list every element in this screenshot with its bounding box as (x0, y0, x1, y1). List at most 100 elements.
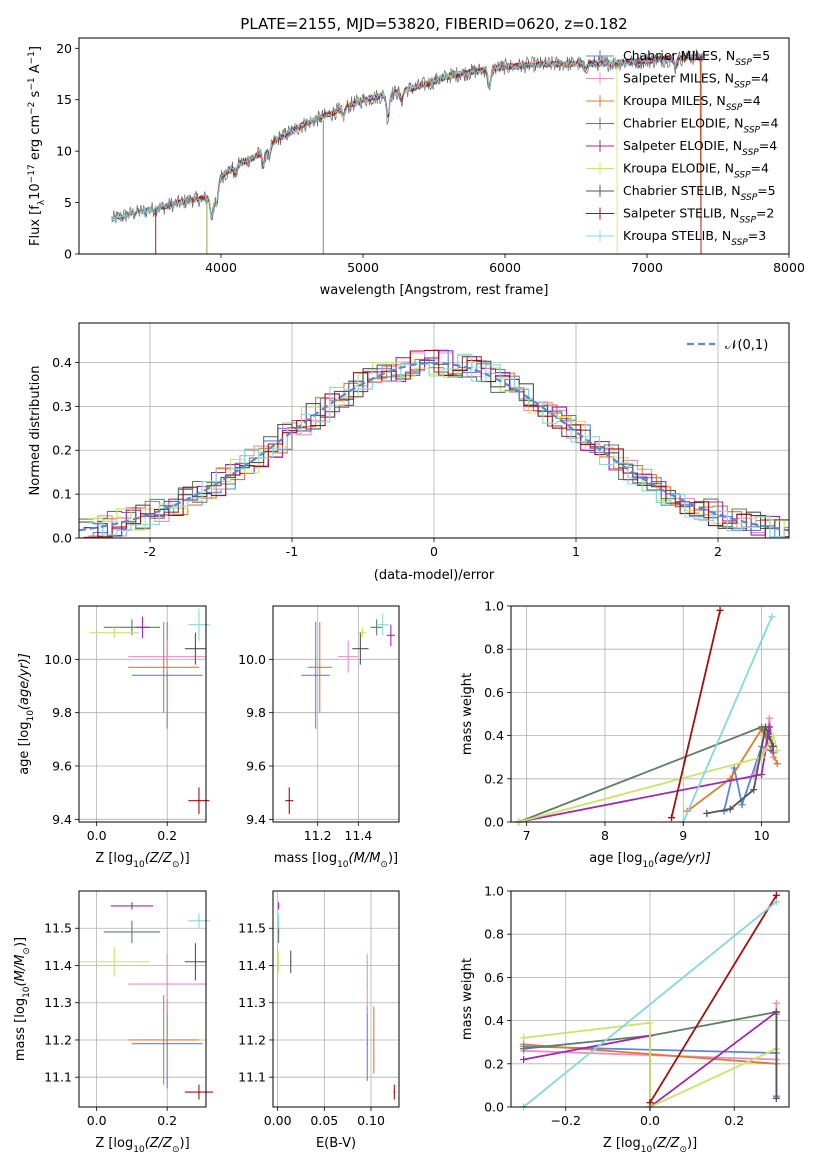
normal-distribution-curve (78, 361, 790, 532)
y-axis-label: mass weight (460, 958, 475, 1040)
mass-vs-metallicity-panel: 0.0 0.2 11.1 11.2 11.3 11.4 11.5 Z [log10(Z/Z⊙)… (13, 890, 214, 1155)
mass-weight-marker (765, 714, 773, 722)
residual-histogram-line (88, 353, 789, 539)
mass-weight-marker (769, 742, 777, 750)
residual-histogram-line (88, 355, 789, 539)
mass-weight-marker (520, 1045, 528, 1053)
data-point (277, 931, 280, 933)
mass-weight-marker (772, 1008, 780, 1016)
y-tick-label: 11.3 (44, 995, 72, 1010)
y-tick-label: 11.2 (238, 1032, 266, 1047)
x-axis-label: age [log10(age/yr)] (589, 851, 711, 870)
axes-frame (78, 890, 207, 1108)
mass-weight-line (682, 616, 773, 823)
residual-histogram-line (79, 356, 789, 537)
axes-frame (78, 37, 790, 255)
ticks: 7 8 9 10 0.0 0.2 0.4 0.6 0.8 1.0 (484, 599, 769, 844)
mass-weight-line (523, 901, 777, 1108)
x-tick-label: 7000 (631, 260, 663, 275)
y-tick-label: 0.8 (484, 642, 504, 657)
y-tick-label: 10.0 (44, 652, 72, 667)
ticks: 11.2 11.4 9.4 9.6 9.8 10.0 (238, 652, 372, 843)
y-tick-label: 9.4 (52, 812, 72, 827)
mass-weight-line (706, 723, 775, 815)
data-point (373, 1039, 375, 1041)
y-tick-label: 0.4 (484, 1013, 504, 1028)
y-tick-label: 11.2 (44, 1032, 72, 1047)
mass-weight-marker (520, 1055, 528, 1063)
legend-entry: Chabrier STELIB, NSSP=5 (623, 183, 776, 203)
mass-weight-line (670, 610, 721, 818)
y-tick-label: 11.4 (44, 958, 72, 973)
legend-entry: Kroupa ELODIE, NSSP=4 (623, 161, 769, 181)
data-point (131, 626, 133, 629)
age-vs-metallicity-panel: 0.0 0.2 9.4 9.6 9.8 10.0 Z [log10(Z/Z⊙)] age [l… (17, 605, 210, 870)
x-axis-label: E(B-V) (316, 1136, 356, 1151)
mass-weight-vs-age-panel: 7 8 9 10 0.0 0.2 0.4 0.6 0.8 1.0 age [log10(age/yr… (460, 599, 790, 870)
x-tick-label: 0.2 (157, 828, 177, 843)
y-tick-label: 11.5 (238, 921, 266, 936)
y-axis-label: age [log10(age/yr)] (17, 653, 36, 775)
mass-weight-marker (772, 1094, 780, 1102)
grid (79, 891, 206, 1107)
figure-title: PLATE=2155, MJD=53820, FIBERID=0620, z=0… (240, 15, 627, 33)
y-tick-label: 0.0 (484, 815, 504, 830)
x-tick-label: 0.0 (87, 1113, 107, 1128)
x-tick-label: 8 (601, 828, 609, 843)
ticks: -2 -1 0 1 2 0.0 0.1 0.2 0.3 0.4 (52, 355, 722, 559)
x-tick-label: -2 (144, 544, 156, 559)
plot-area (277, 902, 396, 1100)
mass-weight-marker (646, 1099, 654, 1107)
plot-area (89, 608, 210, 814)
y-tick-label: 9.4 (246, 812, 266, 827)
plot-area (285, 614, 395, 814)
y-tick-label: 0.1 (52, 487, 72, 502)
data-point (113, 960, 116, 963)
plot-area (78, 349, 790, 539)
data-point (277, 905, 280, 907)
mass-weight-marker (716, 606, 724, 614)
data-point (194, 647, 197, 650)
y-axis-label: mass weight (460, 673, 475, 755)
x-tick-label: 0.2 (157, 1113, 177, 1128)
legend-entry: 𝒩(0,1) (725, 338, 768, 353)
axes-frame (272, 890, 400, 1108)
x-tick-label: 0.10 (357, 1113, 385, 1128)
legend-entry: Salpeter MILES, NSSP=4 (623, 71, 769, 91)
y-tick-label: 9.6 (246, 759, 266, 774)
mass-weight-marker (520, 1034, 528, 1042)
plot-area (79, 902, 214, 1100)
data-point (366, 1042, 369, 1045)
mass-weight-vs-metallicity-panel: −0.2 0.0 0.2 0.0 0.2 0.4 0.6 0.8 1.0 Z [log10(Z/Z… (460, 884, 790, 1155)
y-tick-label: 0.2 (484, 771, 504, 786)
mass-weight-marker (768, 613, 776, 621)
model-spectrum-line (155, 52, 702, 254)
mass-weight-marker (758, 770, 766, 778)
y-tick-label: 9.6 (52, 759, 72, 774)
mass-weight-marker (769, 732, 777, 740)
legend-entry: Kroupa STELIB, NSSP=3 (623, 228, 766, 248)
grid (273, 606, 399, 822)
legend-entry: Salpeter ELODIE, NSSP=4 (623, 138, 777, 158)
axes-frame (510, 605, 790, 823)
x-axis-label: mass [log10(M/M⊙)] (274, 851, 398, 870)
x-axis-label: (data-model)/error (374, 568, 495, 583)
data-point (375, 626, 378, 629)
mass-weight-marker (750, 786, 758, 794)
axes-frame (78, 605, 207, 823)
x-tick-label: 11.2 (304, 828, 332, 843)
data-point (359, 647, 362, 650)
mass-weight-marker (773, 760, 781, 768)
legend-entry: Chabrier MILES, NSSP=5 (623, 48, 770, 68)
mass-weight-marker (773, 747, 781, 755)
x-tick-label: 0 (430, 544, 438, 559)
data-point (166, 983, 168, 985)
legend-entry: Kroupa MILES, NSSP=4 (623, 93, 761, 113)
data-point (194, 960, 197, 963)
residual-histogram-line (83, 349, 789, 539)
data-point (288, 799, 291, 802)
model-spectrum-line (111, 53, 702, 255)
data-point (131, 905, 133, 907)
data-point (198, 799, 200, 802)
residual-histogram-line (88, 358, 789, 539)
